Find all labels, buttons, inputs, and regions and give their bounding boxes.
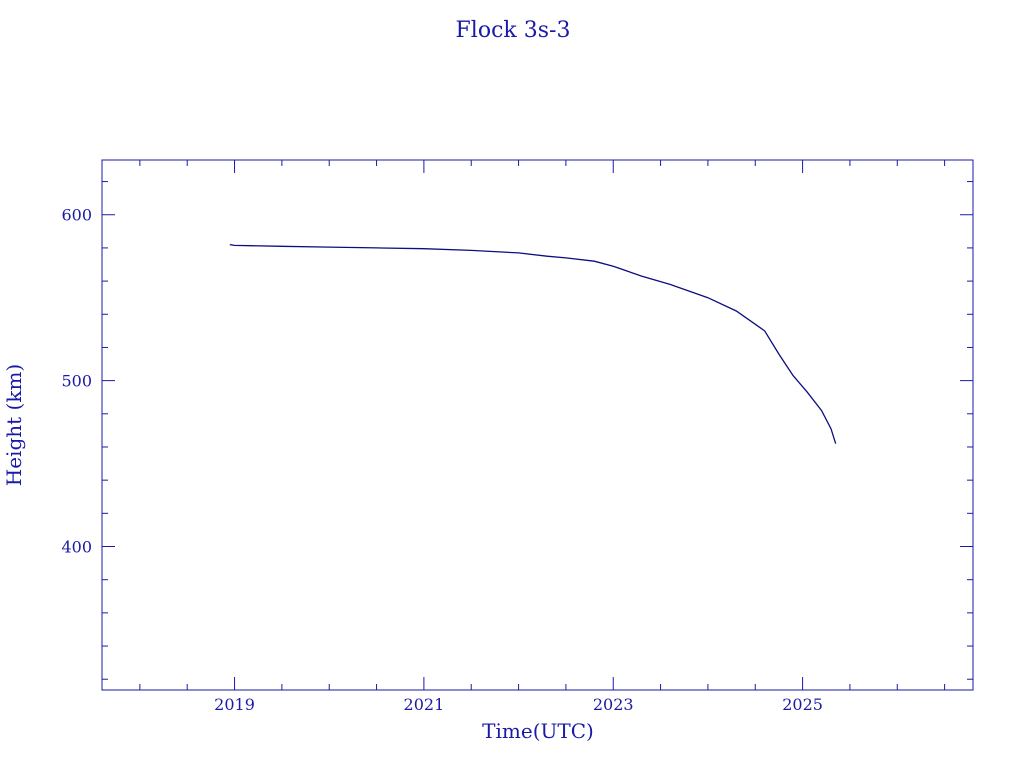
x-tick-label: 2023 (593, 695, 634, 714)
chart-title: Flock 3s-3 (456, 18, 571, 43)
axis-ticks (102, 160, 973, 690)
x-axis-label: Time(UTC) (482, 719, 594, 743)
plot-frame (101, 159, 974, 691)
x-tick-label: 2021 (404, 695, 445, 714)
tick-labels: 2019 2021 2023 2025 400 500 600 (61, 206, 822, 714)
y-tick-label: 600 (61, 206, 92, 225)
y-axis-label: Height (km) (2, 364, 26, 486)
x-tick-label: 2019 (214, 695, 255, 714)
x-tick-label: 2025 (782, 695, 823, 714)
y-tick-label: 500 (61, 372, 92, 391)
y-tick-label: 400 (61, 538, 92, 557)
height-series-line (229, 243, 837, 444)
